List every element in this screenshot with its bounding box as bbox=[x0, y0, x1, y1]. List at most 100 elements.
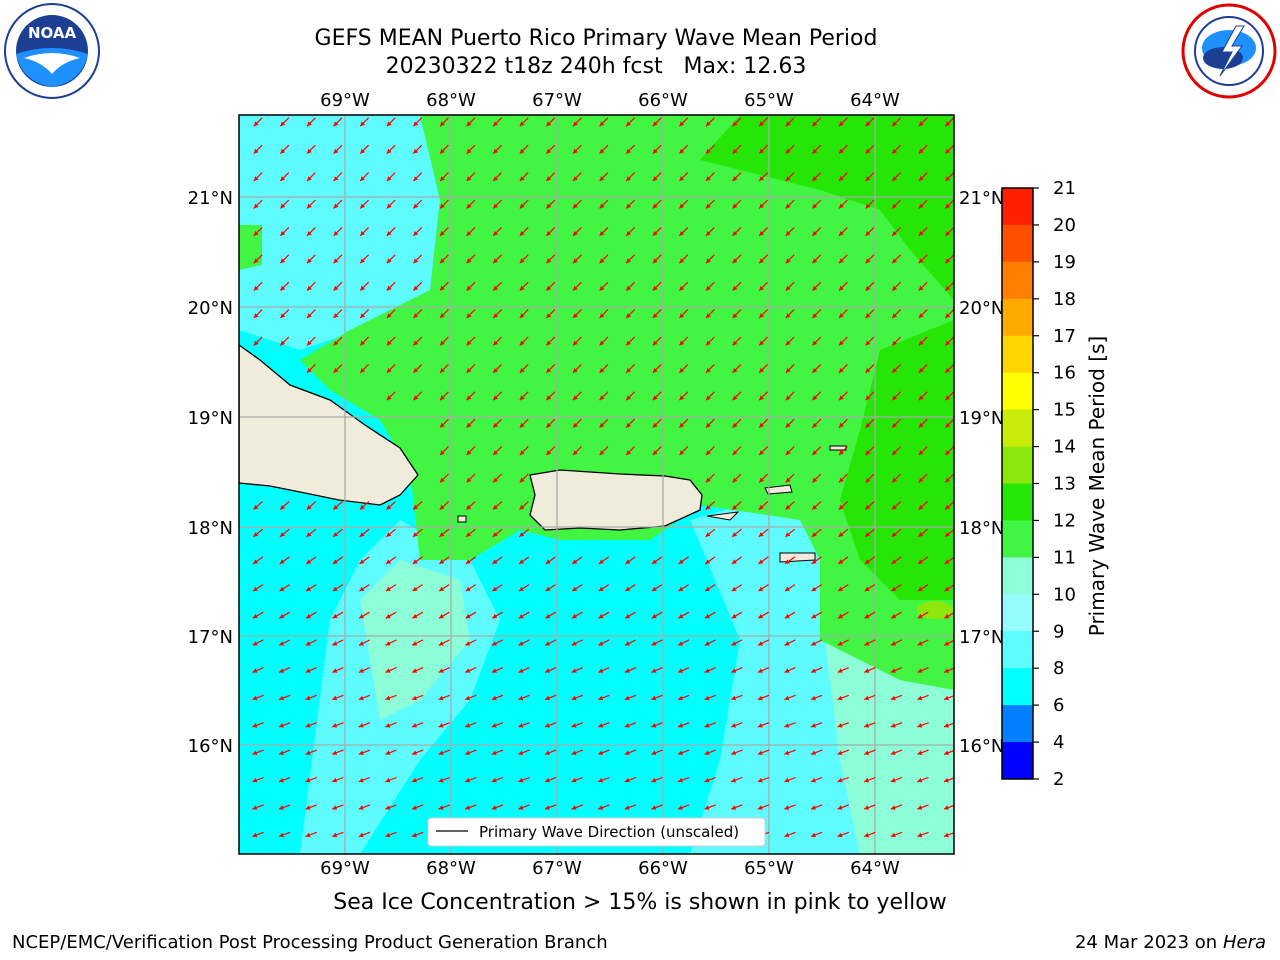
lon-label: 64°W bbox=[850, 858, 900, 879]
wave-arrow-head bbox=[279, 532, 285, 537]
wave-arrow-head bbox=[465, 723, 471, 728]
wave-arrow-head bbox=[839, 285, 844, 291]
wave-arrow-head bbox=[252, 777, 258, 783]
chart-subtitle: 20230322 t18z 240h fcst Max: 12.63 bbox=[385, 54, 807, 79]
wave-arrow-head bbox=[572, 613, 577, 619]
wave-arrow-head bbox=[651, 641, 657, 646]
wave-arrow-head bbox=[279, 613, 285, 619]
wave-arrow-head bbox=[732, 285, 738, 291]
wave-arrow-head bbox=[307, 368, 312, 373]
wave-arrow-head bbox=[493, 450, 498, 455]
wave-arrow-head bbox=[253, 121, 259, 127]
wave-arrow-head bbox=[890, 668, 896, 673]
colorbar-segment bbox=[1002, 409, 1033, 448]
wave-arrow-head bbox=[358, 695, 364, 701]
wave-arrow-head bbox=[651, 695, 657, 701]
wave-arrow-head bbox=[838, 532, 844, 537]
wave-arrow-head bbox=[439, 586, 445, 591]
wave-arrow-head bbox=[385, 750, 391, 755]
wave-arrow-head bbox=[759, 203, 764, 209]
wave-arrow-head bbox=[253, 285, 259, 291]
wave-arrow-head bbox=[625, 613, 631, 619]
wave-arrow-head bbox=[865, 477, 871, 483]
wave-arrow-head bbox=[864, 641, 870, 646]
wave-arrow-head bbox=[705, 586, 711, 591]
wave-arrow-head bbox=[279, 641, 285, 646]
wave-arrow-head bbox=[465, 805, 471, 810]
wave-arrow-head bbox=[598, 559, 604, 564]
wave-arrow-head bbox=[759, 231, 764, 236]
wave-arrow-head bbox=[731, 586, 737, 591]
wave-arrow-head bbox=[679, 340, 685, 346]
wave-arrow-head bbox=[333, 258, 339, 264]
wave-arrow-head bbox=[493, 340, 498, 346]
wave-arrow-head bbox=[811, 532, 817, 537]
wave-arrow-head bbox=[491, 723, 497, 728]
wave-arrow-head bbox=[307, 203, 312, 209]
wave-arrow-head bbox=[706, 368, 711, 373]
wave-arrow-head bbox=[439, 504, 445, 510]
wave-arrow-head bbox=[891, 641, 896, 646]
wave-arrow-head bbox=[785, 586, 790, 591]
wave-arrow-head bbox=[785, 203, 791, 209]
wave-arrow-head bbox=[891, 586, 897, 591]
lat-label: 20°N bbox=[188, 298, 233, 319]
wave-arrow-head bbox=[626, 176, 631, 181]
wave-arrow-head bbox=[892, 340, 897, 346]
wave-arrow-head bbox=[864, 750, 870, 755]
wave-arrow-head bbox=[918, 532, 924, 537]
wave-arrow-head bbox=[359, 504, 365, 510]
wave-arrow-head bbox=[440, 313, 445, 318]
wave-arrow-head bbox=[360, 203, 365, 209]
wave-arrow-head bbox=[545, 777, 550, 783]
wave-arrow-head bbox=[359, 613, 365, 619]
wave-arrow-head bbox=[573, 258, 578, 264]
wave-arrow-head bbox=[493, 395, 498, 401]
wave-arrow-head bbox=[360, 285, 365, 291]
wave-arrow-head bbox=[865, 368, 871, 373]
wave-arrow-head bbox=[253, 340, 259, 346]
wave-arrow-head bbox=[305, 832, 311, 838]
wave-arrow-head bbox=[546, 176, 552, 181]
wave-arrow-head bbox=[465, 641, 471, 646]
wave-arrow-head bbox=[918, 231, 924, 236]
wave-arrow-head bbox=[440, 148, 445, 154]
wave-arrow-head bbox=[439, 613, 444, 619]
wave-arrow-head bbox=[598, 695, 604, 701]
wave-arrow-head bbox=[784, 641, 790, 646]
wave-arrow-head bbox=[758, 532, 764, 537]
wave-arrow-head bbox=[598, 613, 604, 619]
wave-arrow-head bbox=[305, 777, 311, 783]
wave-arrow-head bbox=[519, 395, 525, 401]
wave-arrow-head bbox=[704, 777, 710, 783]
wave-arrow-head bbox=[599, 148, 605, 154]
wave-arrow-head bbox=[757, 723, 763, 728]
wave-arrow-head bbox=[785, 450, 791, 455]
wave-arrow-head bbox=[704, 750, 710, 755]
wave-arrow-head bbox=[839, 368, 844, 373]
wave-arrow-head bbox=[493, 148, 498, 154]
lat-label: 19°N bbox=[959, 408, 1004, 429]
wave-arrow-head bbox=[652, 148, 658, 154]
wave-arrow-head bbox=[333, 313, 339, 318]
colorbar-tick-label: 19 bbox=[1053, 252, 1076, 273]
wave-arrow-head bbox=[358, 750, 364, 755]
wave-arrow-head bbox=[652, 176, 658, 181]
wave-arrow-head bbox=[892, 368, 897, 373]
wave-arrow-head bbox=[386, 258, 392, 264]
wave-arrow-head bbox=[945, 368, 951, 373]
wave-arrow-head bbox=[625, 559, 631, 564]
legend-label: Primary Wave Direction (unscaled) bbox=[479, 823, 739, 841]
wave-arrow-head bbox=[890, 723, 896, 728]
wave-arrow-head bbox=[705, 532, 711, 537]
wave-arrow-head bbox=[784, 777, 790, 783]
wave-arrow-head bbox=[546, 395, 552, 401]
wave-arrow-head bbox=[679, 313, 685, 318]
colorbar-segment bbox=[1002, 372, 1033, 411]
wave-arrow-head bbox=[651, 723, 657, 728]
wave-arrow-head bbox=[280, 176, 286, 181]
colorbar-tick-label: 8 bbox=[1053, 658, 1064, 679]
wave-arrow-head bbox=[307, 340, 312, 346]
wave-arrow-head bbox=[386, 532, 392, 537]
wave-arrow-head bbox=[599, 258, 605, 264]
